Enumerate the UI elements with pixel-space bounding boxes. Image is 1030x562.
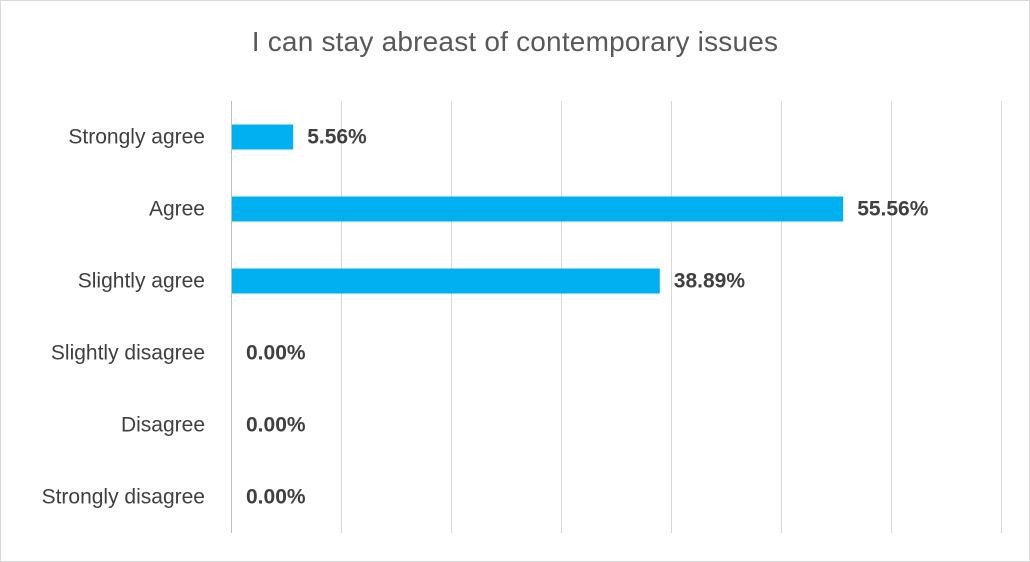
data-label: 38.89% bbox=[674, 270, 746, 293]
category-label: Slightly disagree bbox=[51, 342, 205, 365]
data-label: 0.00% bbox=[246, 342, 306, 365]
chart-title: I can stay abreast of contemporary issue… bbox=[251, 26, 779, 57]
data-label: 55.56% bbox=[857, 198, 929, 221]
category-label: Strongly agree bbox=[68, 126, 205, 149]
bars bbox=[232, 124, 844, 294]
category-label: Disagree bbox=[121, 414, 205, 437]
data-label: 5.56% bbox=[307, 126, 367, 149]
category-label: Agree bbox=[149, 198, 205, 221]
gridlines bbox=[341, 101, 1002, 533]
bar-slightly-agree bbox=[232, 268, 660, 294]
bar-agree bbox=[232, 196, 844, 222]
category-label: Strongly disagree bbox=[42, 486, 205, 509]
data-label: 0.00% bbox=[246, 486, 306, 509]
data-labels: 5.56% 55.56% 38.89% 0.00% 0.00% 0.00% bbox=[246, 126, 929, 509]
bar-strongly-agree bbox=[232, 124, 294, 150]
category-label: Slightly agree bbox=[78, 270, 205, 293]
data-label: 0.00% bbox=[246, 414, 306, 437]
category-labels: Strongly agree Agree Slightly agree Slightl… bbox=[42, 126, 205, 509]
